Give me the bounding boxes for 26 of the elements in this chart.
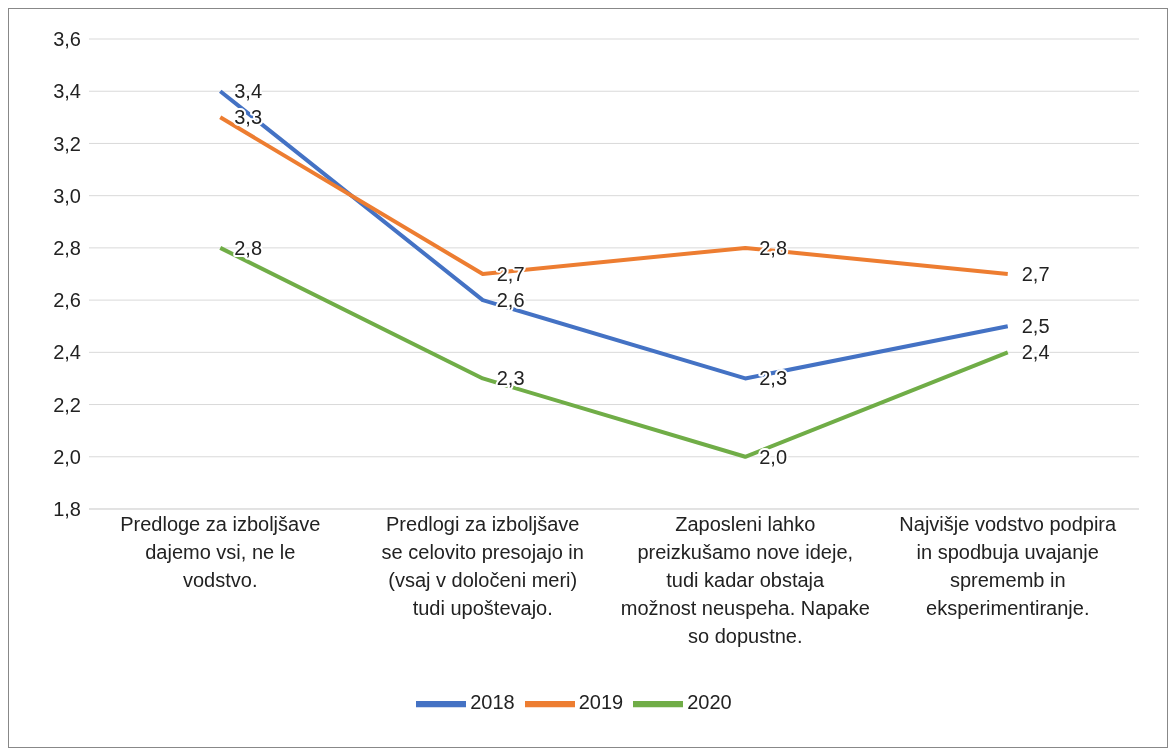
data-label: 2,5 [1021, 315, 1050, 338]
data-label: 2,8 [234, 236, 263, 259]
y-tick-label: 3,4 [53, 80, 81, 103]
legend-label: 2020 [687, 691, 732, 714]
x-tick-label: Predloge za izboljšave dajemo vsi, ne le vodstvo. [120, 513, 321, 591]
y-tick-label: 1,8 [53, 498, 81, 521]
y-tick-label: 3,2 [53, 132, 81, 155]
legend-label: 2018 [470, 691, 515, 714]
data-label: 2,7 [1021, 263, 1050, 285]
data-label: 2,3 [496, 367, 525, 390]
y-tick-label: 2,8 [53, 236, 81, 259]
data-label: 3,4 [234, 80, 263, 103]
data-label: 2,6 [496, 289, 525, 312]
x-tick-label: Predlogi za izboljšave se celovito presojajo in (vsaj v določeni meri) tudi upoštevajo. [381, 513, 584, 619]
x-tick-label: Zaposleni lahko preizkušamo nove ideje, tudi kadar obstaja možnost neuspeha. Napake so dopustne. [620, 513, 870, 647]
y-tick-label: 3,6 [53, 28, 81, 51]
y-tick-label: 2,6 [53, 289, 81, 312]
x-tick-label: Najvišje vodstvo podpira in spodbuja uvajanje sprememb in eksperimentiranje. [899, 513, 1118, 619]
y-tick-label: 3,0 [53, 184, 81, 207]
y-tick-label: 2,4 [53, 341, 81, 364]
y-tick-label: 2,0 [53, 445, 81, 468]
data-label: 2,0 [759, 445, 788, 468]
y-tick-label: 2,2 [53, 393, 81, 416]
data-label: 2,4 [1021, 341, 1050, 364]
data-label: 2,3 [759, 367, 788, 390]
legend-label: 2019 [578, 691, 624, 714]
